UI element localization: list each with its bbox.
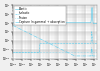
Inelastic [64,43,65,44]
Capture (n,gamma) + absorption [69,53,70,54]
Fission [58,52,60,53]
Capture (n,gamma) + absorption [12,25,14,26]
Fission [93,52,94,53]
Inelastic [12,52,14,53]
Line: Capture (n,gamma) + absorption: Capture (n,gamma) + absorption [13,25,97,56]
Fission [15,52,16,53]
Elastic [93,23,94,24]
Capture (n,gamma) + absorption [69,53,70,54]
Capture (n,gamma) + absorption [58,48,60,49]
Inelastic [91,31,92,32]
Inelastic [93,43,94,44]
Inelastic [69,43,70,44]
Elastic [91,7,93,8]
Inelastic [69,43,70,44]
Elastic [12,22,14,23]
Inelastic [58,43,60,44]
Line: Elastic: Elastic [13,8,97,24]
Inelastic [15,52,16,53]
Elastic [93,23,94,24]
Inelastic [96,43,98,44]
Fission [69,52,70,53]
Elastic [96,23,98,24]
Capture (n,gamma) + absorption [15,26,16,27]
Fission [64,52,65,53]
Fission [96,52,98,53]
Legend: Elastic, Inelastic, Fission, Capture (n,gamma) + absorption: Elastic, Inelastic, Fission, Capture (n,… [14,6,66,25]
Elastic [69,22,70,23]
Elastic [15,22,16,23]
Elastic [64,22,65,23]
Line: Inelastic: Inelastic [13,32,97,52]
Elastic [58,22,60,23]
Elastic [69,22,70,23]
Fission [12,52,14,53]
Fission [69,52,70,53]
